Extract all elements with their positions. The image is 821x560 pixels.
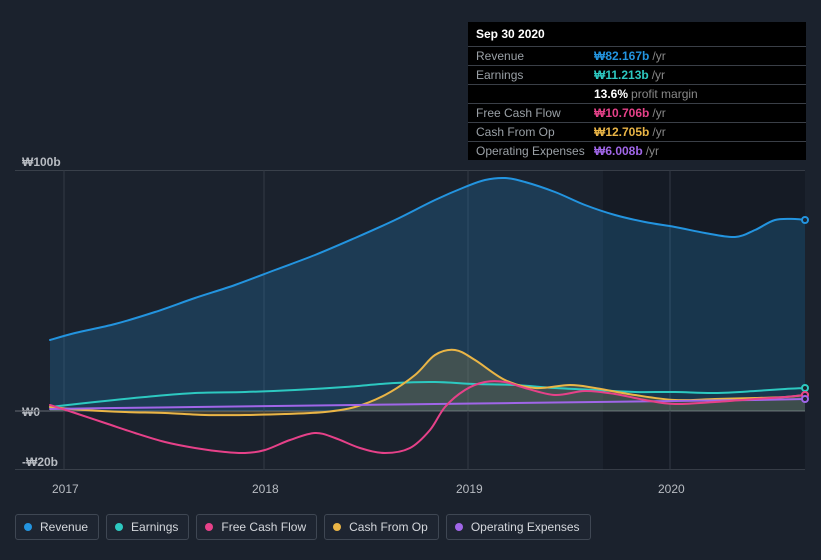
legend-label: Earnings xyxy=(131,520,178,534)
x-axis-label: 2018 xyxy=(252,482,279,496)
legend-item-revenue[interactable]: Revenue xyxy=(15,514,99,540)
tooltip-card: Sep 30 2020 Revenue₩82.167b/yrEarnings₩1… xyxy=(468,22,806,160)
tooltip-suffix: profit margin xyxy=(631,88,698,100)
legend-label: Free Cash Flow xyxy=(221,520,306,534)
tooltip-suffix: /yr xyxy=(652,69,665,81)
tooltip-row: Cash From Op₩12.705b/yr xyxy=(468,122,806,141)
legend-dot-icon xyxy=(455,523,463,531)
tooltip-label: Cash From Op xyxy=(476,126,594,138)
tooltip-suffix: /yr xyxy=(652,126,665,138)
legend-dot-icon xyxy=(333,523,341,531)
y-axis-label: ₩100b xyxy=(22,155,61,169)
x-axis: 2017 2018 2019 2020 xyxy=(15,482,805,502)
legend-item-operating-expenses[interactable]: Operating Expenses xyxy=(446,514,591,540)
tooltip-label: Earnings xyxy=(476,69,594,81)
tooltip-value: ₩82.167b xyxy=(594,50,649,62)
tooltip-value: ₩6.008b xyxy=(594,145,643,157)
legend-item-free-cash-flow[interactable]: Free Cash Flow xyxy=(196,514,317,540)
legend-label: Operating Expenses xyxy=(471,520,580,534)
tooltip-suffix: /yr xyxy=(652,107,665,119)
x-axis-label: 2020 xyxy=(658,482,685,496)
tooltip-suffix: /yr xyxy=(652,50,665,62)
legend-label: Cash From Op xyxy=(349,520,428,534)
tooltip-label xyxy=(476,88,594,100)
legend-dot-icon xyxy=(24,523,32,531)
legend-label: Revenue xyxy=(40,520,88,534)
tooltip-label: Free Cash Flow xyxy=(476,107,594,119)
tooltip-row: 13.6%profit margin xyxy=(468,84,806,103)
series-end-marker xyxy=(801,395,809,403)
chart-container: Sep 30 2020 Revenue₩82.167b/yrEarnings₩1… xyxy=(0,0,821,560)
series-end-marker xyxy=(801,216,809,224)
tooltip-value: 13.6% xyxy=(594,88,628,100)
tooltip-value: ₩11.213b xyxy=(594,69,649,81)
tooltip-value: ₩12.705b xyxy=(594,126,649,138)
tooltip-date: Sep 30 2020 xyxy=(468,22,806,46)
tooltip-row: Revenue₩82.167b/yr xyxy=(468,46,806,65)
legend-dot-icon xyxy=(205,523,213,531)
tooltip-value: ₩10.706b xyxy=(594,107,649,119)
x-axis-label: 2019 xyxy=(456,482,483,496)
tooltip-label: Operating Expenses xyxy=(476,145,594,157)
tooltip-suffix: /yr xyxy=(646,145,659,157)
legend-item-cash-from-op[interactable]: Cash From Op xyxy=(324,514,439,540)
legend-item-earnings[interactable]: Earnings xyxy=(106,514,189,540)
tooltip-row: Operating Expenses₩6.008b/yr xyxy=(468,141,806,160)
legend-dot-icon xyxy=(115,523,123,531)
line-chart[interactable] xyxy=(15,170,805,470)
tooltip-row: Earnings₩11.213b/yr xyxy=(468,65,806,84)
tooltip-row: Free Cash Flow₩10.706b/yr xyxy=(468,103,806,122)
tooltip-label: Revenue xyxy=(476,50,594,62)
legend: Revenue Earnings Free Cash Flow Cash From O… xyxy=(15,514,591,540)
x-axis-label: 2017 xyxy=(52,482,79,496)
